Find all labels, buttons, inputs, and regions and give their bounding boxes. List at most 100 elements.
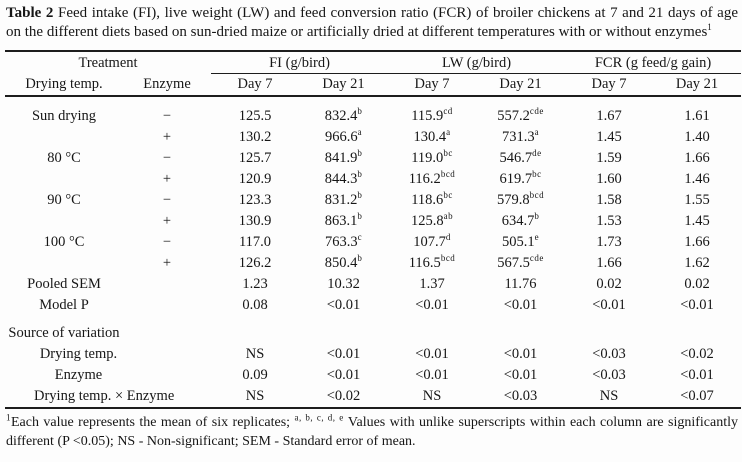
value-cell: 966.6a	[324, 127, 363, 145]
col-header-enzyme: Enzyme	[123, 73, 212, 97]
value-cell: <0.01	[326, 297, 361, 313]
significance-superscript: b	[357, 211, 363, 222]
value-cell: 579.8bcd	[496, 190, 545, 208]
row-label	[5, 253, 123, 274]
value-cell: 119.0bc	[411, 148, 453, 166]
value-cell: <0.01	[326, 367, 361, 383]
significance-superscript: cd	[443, 106, 453, 117]
enzyme-cell: −	[162, 192, 172, 208]
value-cell: 125.7	[238, 150, 272, 166]
value-cell: <0.01	[415, 346, 449, 362]
value-cell: 850.4b	[324, 253, 363, 271]
value-cell: 125.5	[238, 108, 272, 124]
value-cell: <0.03	[592, 346, 626, 362]
value-cell: 1.66	[684, 150, 710, 166]
value-cell: <0.02	[326, 388, 361, 404]
footnote-text-1: Each value represents the mean of six re…	[11, 415, 295, 430]
value-cell: 1.66	[684, 234, 710, 250]
col-header-lw-day7: Day 7	[388, 73, 477, 97]
value-cell: 1.46	[684, 171, 710, 187]
col-header-fi-day7: Day 7	[211, 73, 300, 97]
value-cell: 1.40	[684, 129, 710, 145]
value-cell: <0.01	[680, 297, 714, 313]
group-header-treatment: Treatment	[5, 50, 212, 74]
value-cell: 0.09	[242, 367, 268, 383]
significance-superscript: b	[357, 253, 363, 264]
enzyme-cell: +	[162, 129, 172, 145]
value-cell: 731.3a	[501, 127, 540, 145]
value-cell: 557.2cde	[497, 106, 544, 124]
value-cell: 1.23	[242, 276, 268, 292]
table-row: Source of variation	[5, 316, 741, 344]
footnote-superscript-list: a, b, c, d, e	[294, 412, 344, 423]
value-cell: 844.3b	[324, 169, 363, 187]
table-row: +130.2 966.6a 130.4a 731.3a 1.45 1.40	[5, 127, 741, 148]
row-label: Source of variation	[8, 325, 120, 341]
table-row: Drying temp. NS <0.01 <0.01 <0.01 <0.03 <0.02	[5, 344, 741, 365]
row-label: Model P	[39, 297, 89, 313]
enzyme-cell: +	[162, 171, 172, 187]
value-cell	[476, 316, 565, 344]
enzyme-cell: +	[162, 255, 172, 271]
value-cell: 115.9cd	[411, 106, 453, 124]
sub-header-row: Drying temp. Enzyme Day 7 Day 21 Day 7 D…	[5, 73, 742, 97]
value-cell: <0.03	[503, 388, 538, 404]
enzyme-cell: −	[162, 150, 172, 166]
value-cell: 763.3c	[324, 232, 363, 250]
table-footnote: 1Each value represents the mean of six r…	[6, 413, 738, 451]
value-cell: <0.01	[415, 367, 449, 383]
value-cell: 0.08	[242, 297, 268, 313]
value-cell	[299, 316, 388, 344]
row-label: 90 °C	[47, 192, 81, 208]
value-cell: 1.45	[596, 129, 622, 145]
value-cell: 1.53	[596, 213, 622, 229]
significance-superscript: bc	[443, 190, 453, 201]
table-row: +120.9 844.3b 116.2bcd 619.7bc 1.60 1.46	[5, 169, 741, 190]
group-header-row: Treatment FI (g/bird) LW (g/bird) FCR (g…	[5, 50, 742, 74]
significance-superscript: ab	[443, 211, 454, 222]
table-row: 100 °C − 117.0 763.3c 107.7d 505.1e 1.73 1.66	[5, 232, 741, 253]
significance-superscript: d	[445, 232, 451, 243]
value-cell	[211, 316, 299, 344]
value-cell: 1.60	[596, 171, 622, 187]
row-label: Enzyme	[54, 367, 103, 383]
col-header-fcr-day21: Day 21	[653, 73, 742, 97]
table-row: Enzyme 0.09 <0.01 <0.01 <0.01 <0.03 <0.01	[5, 365, 741, 386]
value-cell: 1.73	[596, 234, 622, 250]
significance-superscript: b	[357, 106, 363, 117]
row-label: 80 °C	[47, 150, 81, 166]
value-cell: <0.01	[503, 297, 538, 313]
value-cell: 130.2	[238, 129, 272, 145]
value-cell	[565, 316, 653, 344]
caption-footnote-marker: 1	[707, 21, 713, 32]
row-label	[5, 211, 123, 232]
value-cell: 117.0	[238, 234, 272, 250]
value-cell: 505.1e	[501, 232, 540, 250]
significance-superscript: b	[357, 148, 363, 159]
value-cell: 1.61	[684, 108, 710, 124]
enzyme-cell: −	[162, 234, 172, 250]
significance-superscript: b	[357, 169, 363, 180]
value-cell: 841.9b	[324, 148, 363, 166]
value-cell: 634.7b	[501, 211, 540, 229]
significance-superscript: bcd	[440, 253, 456, 264]
significance-superscript: a	[446, 127, 451, 138]
document-page: Table 2 Feed intake (FI), live weight (L…	[5, 5, 742, 451]
enzyme-cell	[123, 316, 211, 344]
value-cell: 1.55	[684, 192, 710, 208]
value-cell: 619.7bc	[499, 169, 542, 187]
footnote-marker: 1	[6, 412, 11, 423]
value-cell: 1.66	[596, 255, 622, 271]
table-row: 80 °C − 125.7 841.9b 119.0bc 546.7de 1.59 1.66	[5, 148, 741, 169]
value-cell: 831.2b	[324, 190, 363, 208]
table-row: Sun drying − 125.5 832.4b 115.9cd 557.2cde 1.6…	[5, 96, 741, 127]
value-cell: 130.4a	[413, 127, 451, 145]
value-cell: 567.5cde	[497, 253, 544, 271]
significance-superscript: cde	[529, 253, 544, 264]
value-cell: <0.01	[326, 346, 361, 362]
value-cell: 546.7de	[499, 148, 542, 166]
value-cell	[388, 316, 476, 344]
significance-superscript: de	[532, 148, 542, 159]
value-cell: <0.01	[503, 367, 538, 383]
significance-superscript: c	[357, 232, 363, 243]
